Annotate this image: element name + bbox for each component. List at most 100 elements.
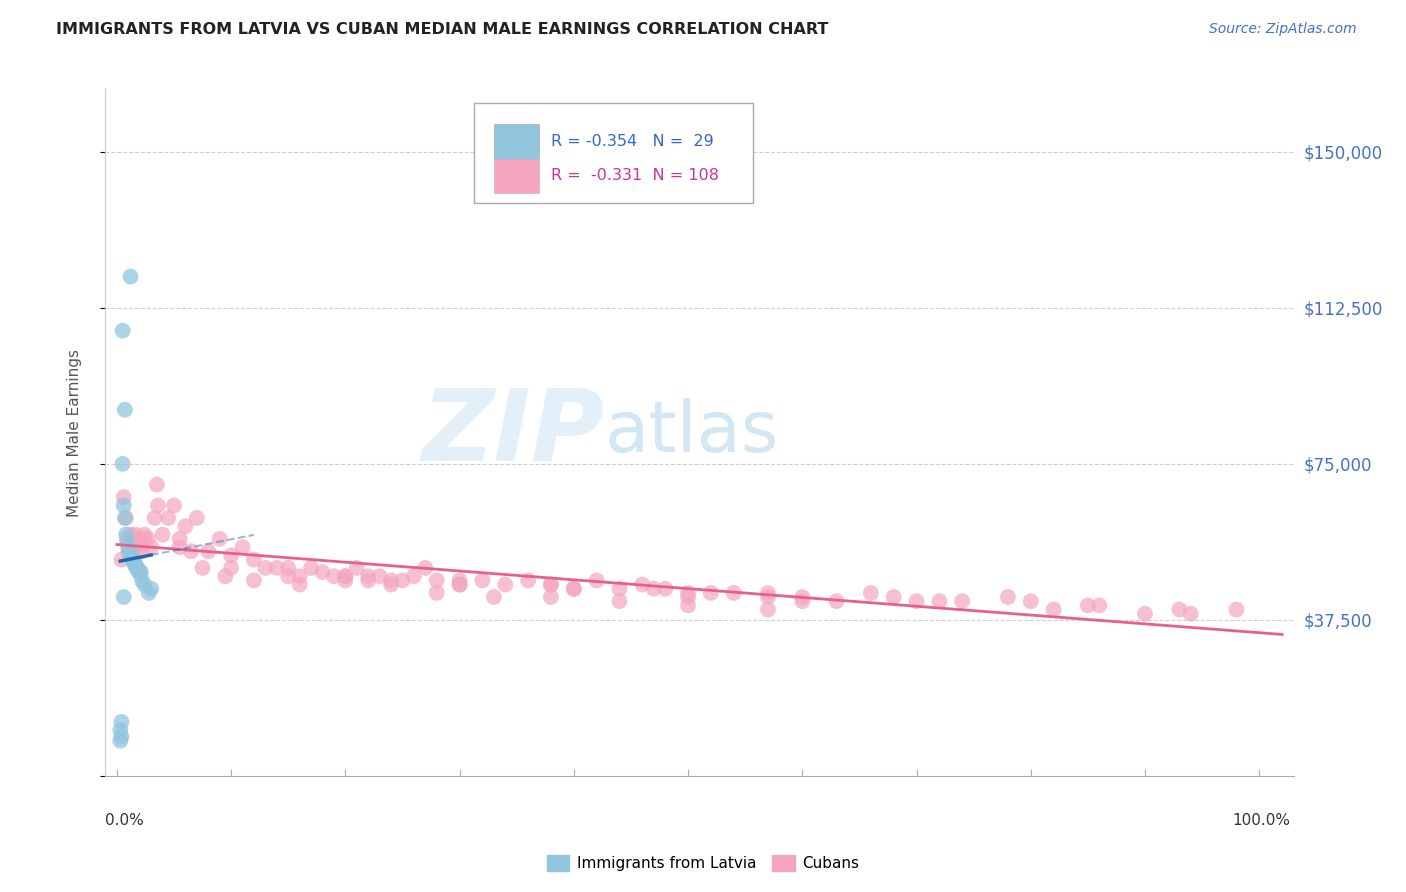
Bar — [494, 159, 538, 193]
Point — [219, 549, 242, 563]
Point — [152, 527, 174, 541]
Point — [157, 511, 180, 525]
Text: R =  -0.331  N = 108: R = -0.331 N = 108 — [551, 169, 718, 184]
Point — [112, 499, 135, 513]
Point — [111, 324, 134, 338]
Point — [110, 723, 132, 738]
Point — [449, 577, 471, 591]
Point — [163, 499, 186, 513]
Point — [243, 574, 266, 588]
Point — [128, 565, 150, 579]
Point — [128, 536, 150, 550]
Point — [323, 569, 346, 583]
Point — [676, 590, 699, 604]
Point — [129, 565, 152, 579]
Point — [132, 532, 155, 546]
Point — [609, 582, 631, 596]
Point — [997, 590, 1019, 604]
Point — [368, 569, 391, 583]
Point — [380, 577, 402, 591]
Point — [1180, 607, 1202, 621]
Point — [335, 569, 357, 583]
Point — [124, 527, 146, 541]
Point — [121, 536, 143, 550]
Point — [562, 582, 585, 596]
Point — [111, 457, 134, 471]
Point — [723, 586, 745, 600]
Point — [115, 532, 138, 546]
Point — [517, 574, 540, 588]
FancyBboxPatch shape — [474, 103, 754, 202]
Point — [1088, 599, 1111, 613]
Point — [643, 582, 665, 596]
Text: 100.0%: 100.0% — [1233, 814, 1291, 828]
Point — [122, 540, 145, 554]
Point — [214, 569, 236, 583]
Point — [277, 569, 299, 583]
Point — [127, 561, 149, 575]
Point — [482, 590, 505, 604]
Point — [134, 536, 156, 550]
Point — [449, 577, 471, 591]
Point — [118, 540, 141, 554]
Text: 0.0%: 0.0% — [105, 814, 145, 828]
Point — [357, 574, 380, 588]
Point — [883, 590, 905, 604]
Point — [540, 577, 562, 591]
Point — [585, 574, 607, 588]
Point — [208, 532, 231, 546]
Point — [415, 561, 437, 575]
Point — [357, 569, 380, 583]
Point — [125, 540, 148, 554]
Point — [114, 511, 136, 525]
Point — [288, 569, 311, 583]
Point — [122, 552, 145, 566]
Point — [494, 577, 516, 591]
Point — [219, 561, 242, 575]
Point — [129, 536, 152, 550]
Point — [128, 540, 150, 554]
Point — [134, 527, 156, 541]
Point — [654, 582, 676, 596]
Point — [169, 540, 191, 554]
Point — [127, 532, 149, 546]
Point — [609, 594, 631, 608]
Point — [138, 586, 160, 600]
Text: R = -0.354   N =  29: R = -0.354 N = 29 — [551, 134, 714, 149]
Point — [631, 577, 654, 591]
Legend: Immigrants from Latvia, Cubans: Immigrants from Latvia, Cubans — [540, 849, 866, 877]
Point — [540, 590, 562, 604]
Point — [124, 557, 146, 571]
Point — [120, 549, 142, 563]
Point — [169, 532, 191, 546]
Point — [117, 544, 139, 558]
Point — [676, 586, 699, 600]
Point — [186, 511, 208, 525]
Point — [277, 561, 299, 575]
Point — [131, 574, 153, 588]
Y-axis label: Median Male Earnings: Median Male Earnings — [67, 349, 82, 516]
Point — [905, 594, 928, 608]
Point — [141, 540, 163, 554]
Point — [1019, 594, 1042, 608]
Point — [825, 594, 848, 608]
Point — [676, 599, 699, 613]
Point — [122, 532, 145, 546]
Point — [254, 561, 277, 575]
Point — [125, 561, 148, 575]
Text: Source: ZipAtlas.com: Source: ZipAtlas.com — [1209, 22, 1357, 37]
Text: atlas: atlas — [605, 398, 779, 467]
Point — [112, 490, 135, 504]
Point — [449, 574, 471, 588]
Point — [402, 569, 425, 583]
Point — [1042, 602, 1064, 616]
Point — [118, 544, 141, 558]
Text: IMMIGRANTS FROM LATVIA VS CUBAN MEDIAN MALE EARNINGS CORRELATION CHART: IMMIGRANTS FROM LATVIA VS CUBAN MEDIAN M… — [56, 22, 828, 37]
Point — [950, 594, 973, 608]
Point — [426, 586, 449, 600]
Point — [380, 574, 402, 588]
Point — [141, 582, 163, 596]
Point — [1133, 607, 1156, 621]
Text: ZIP: ZIP — [422, 384, 605, 481]
Point — [859, 586, 882, 600]
